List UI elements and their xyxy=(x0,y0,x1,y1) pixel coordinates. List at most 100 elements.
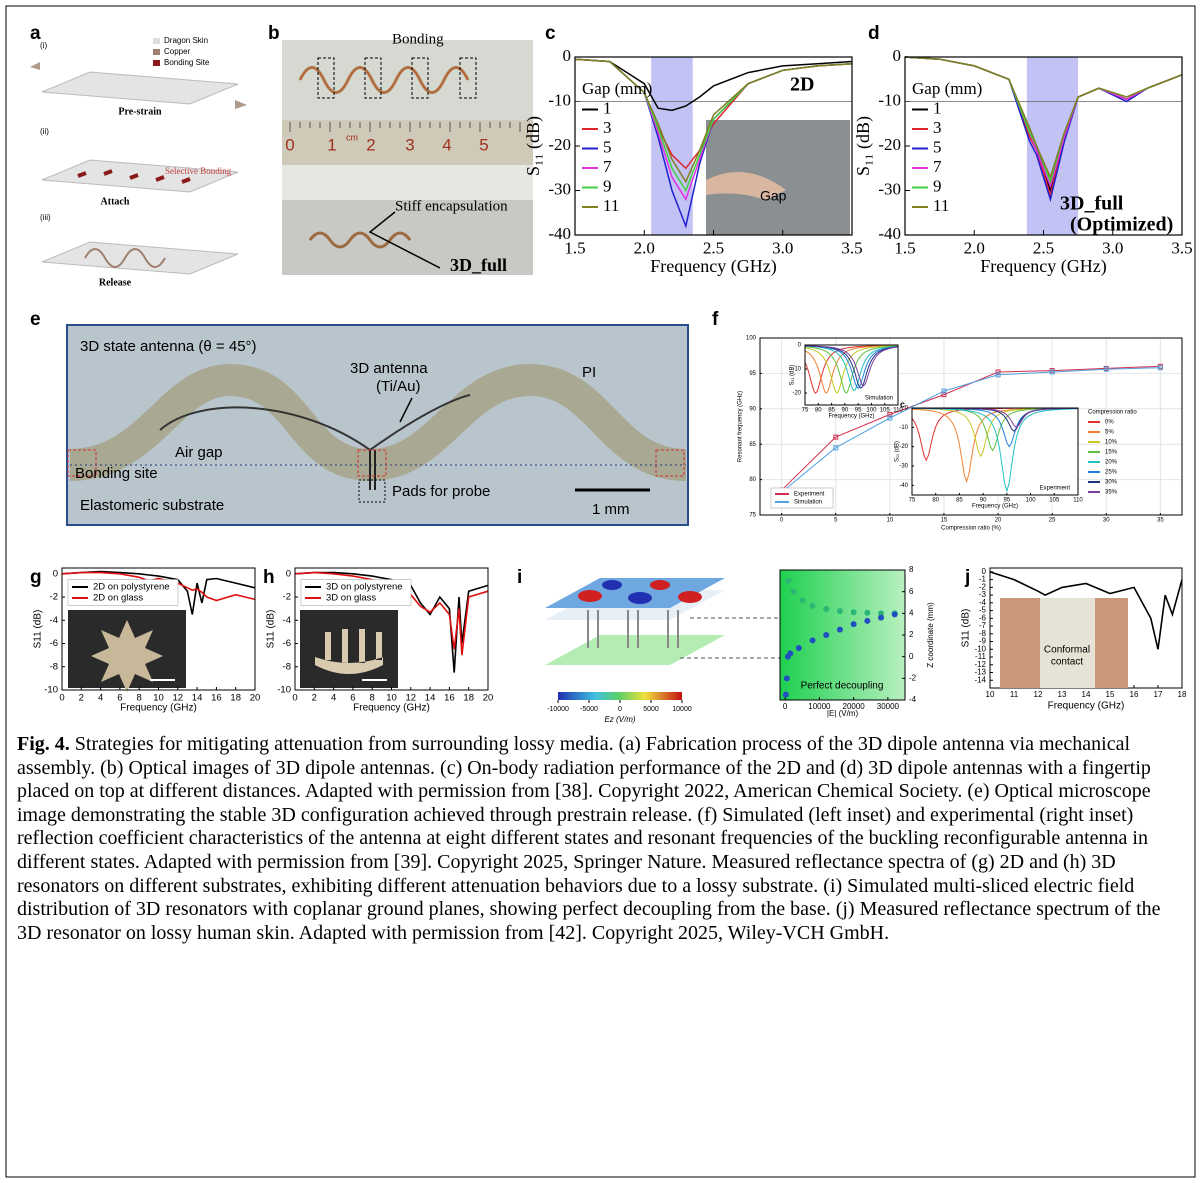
y-tick-label: -2 xyxy=(979,582,987,591)
series-line xyxy=(989,571,1183,650)
x-tick-label: 0 xyxy=(292,693,297,704)
x-tick-label: 18 xyxy=(230,693,241,704)
y-tick-label: 0 xyxy=(909,652,914,661)
y-tick-label: -20 xyxy=(878,135,901,154)
legend-text: 3 xyxy=(933,118,942,137)
legend-box xyxy=(300,579,412,606)
legend-text: 7 xyxy=(603,157,612,176)
legend-text: Copper xyxy=(164,47,191,56)
annotation: 1 mm xyxy=(592,501,630,518)
x-tick-label: 105 xyxy=(1049,498,1060,504)
pointer xyxy=(368,211,441,269)
x-tick-label: 18 xyxy=(463,693,474,704)
series-line xyxy=(904,56,1183,180)
plot-frame xyxy=(779,569,906,701)
plot-background xyxy=(780,570,905,700)
x-tick-label: 16 xyxy=(211,693,222,704)
inset-text: Conformal xyxy=(1044,645,1090,656)
legend-text: 3 xyxy=(603,118,612,137)
y-axis-label: S₁₁ (dB) xyxy=(790,364,796,385)
highlight-band xyxy=(651,57,693,235)
x-axis-label: Frequency (GHz) xyxy=(972,504,1018,510)
stage-label: Attach xyxy=(101,196,130,207)
x-tick-label: 1.5 xyxy=(564,238,585,257)
y-tick-label: 6 xyxy=(909,587,914,596)
ruler-unit: cm xyxy=(346,132,358,142)
ruler-number: 2 xyxy=(366,135,375,154)
y-tick-label: -2 xyxy=(50,592,58,603)
y-tick-label: 0 xyxy=(905,406,909,412)
data-marker xyxy=(995,369,1001,375)
y-axis-label: S11 (dB) xyxy=(961,609,972,648)
slab xyxy=(41,71,239,105)
x-tick-label: 6 xyxy=(350,693,355,704)
step-label: (ii) xyxy=(40,127,49,136)
x-tick-label: 8 xyxy=(137,693,142,704)
pillar xyxy=(587,610,679,648)
colorbar-tick-label: 10000 xyxy=(672,706,692,713)
ruler xyxy=(282,120,533,165)
legend-text: 11 xyxy=(933,196,949,215)
x-tick-label: 16 xyxy=(444,693,455,704)
ruler-number: 4 xyxy=(442,135,451,154)
field-spot xyxy=(602,580,622,590)
colorbar xyxy=(558,692,682,700)
x-tick-label: 11 xyxy=(1010,690,1019,699)
y-tick-label: 8 xyxy=(909,565,914,574)
data-point xyxy=(782,691,789,698)
colorbar-tick-label: -5000 xyxy=(580,706,598,713)
legend-box xyxy=(67,579,179,606)
y-tick-label: -20 xyxy=(792,391,801,397)
x-axis-label: Frequency (GHz) xyxy=(828,414,874,420)
x-tick-label: 25 xyxy=(1049,518,1056,524)
y-tick-label: -10 xyxy=(792,367,801,373)
x-axis-label: Frequency (GHz) xyxy=(650,256,776,277)
y-tick-label: -30 xyxy=(899,464,908,470)
y-tick-label: -2 xyxy=(909,673,917,682)
y-tick-label: -5 xyxy=(979,606,987,615)
photo xyxy=(282,165,533,200)
antenna xyxy=(159,394,471,452)
legend-text: 3D on polystyrene xyxy=(326,582,403,593)
x-tick-label: 17 xyxy=(1154,690,1163,699)
resonance-curve xyxy=(804,345,898,394)
x-axis-label: Frequency (GHz) xyxy=(980,256,1106,277)
field-spot xyxy=(628,592,652,604)
x-tick-label: 14 xyxy=(1082,690,1091,699)
ruler-number: 5 xyxy=(479,135,488,154)
x-tick-label: 30000 xyxy=(877,702,900,711)
y-tick-label: -2 xyxy=(283,592,291,603)
y-tick-label: -40 xyxy=(899,483,908,489)
y-tick-label: -20 xyxy=(548,135,571,154)
data-marker xyxy=(1157,365,1163,371)
x-tick-label: 95 xyxy=(1004,498,1011,504)
data-point xyxy=(836,608,843,615)
panel-b: b 0 1 cm 2 3 4 5 Bonding Stiff encapsula… xyxy=(268,23,533,275)
annotation: Bonding site xyxy=(75,465,158,482)
y-tick-label: -9 xyxy=(979,637,987,646)
panel-label: e xyxy=(30,309,41,330)
field-spot xyxy=(678,591,702,603)
y-tick-label: -4 xyxy=(979,598,987,607)
data-marker xyxy=(833,434,839,440)
caption: Fig. 4. Strategies for mitigating attenua… xyxy=(17,733,1189,945)
data-point xyxy=(783,675,790,682)
data-point xyxy=(809,602,816,609)
panel-label: c xyxy=(545,23,556,44)
plot-frame xyxy=(61,567,256,691)
x-tick-label: 16 xyxy=(1130,690,1139,699)
x-tick-label: 90 xyxy=(842,408,849,414)
antenna xyxy=(84,248,166,268)
ruler-number: 1 xyxy=(327,135,336,154)
x-tick-label: 110 xyxy=(893,408,903,414)
y-tick-label: 75 xyxy=(749,513,756,519)
x-tick-label: 80 xyxy=(815,408,822,414)
data-marker xyxy=(1049,369,1055,375)
y-tick-label: -40 xyxy=(878,224,901,243)
x-tick-label: 12 xyxy=(406,693,417,704)
chart-tag: 3D_full xyxy=(1060,193,1124,215)
annotation: Stiff encapsulation xyxy=(395,198,508,214)
ruler-numbers: 0 1 cm 2 3 4 5 xyxy=(285,132,488,154)
x-tick-label: 20 xyxy=(483,693,494,704)
